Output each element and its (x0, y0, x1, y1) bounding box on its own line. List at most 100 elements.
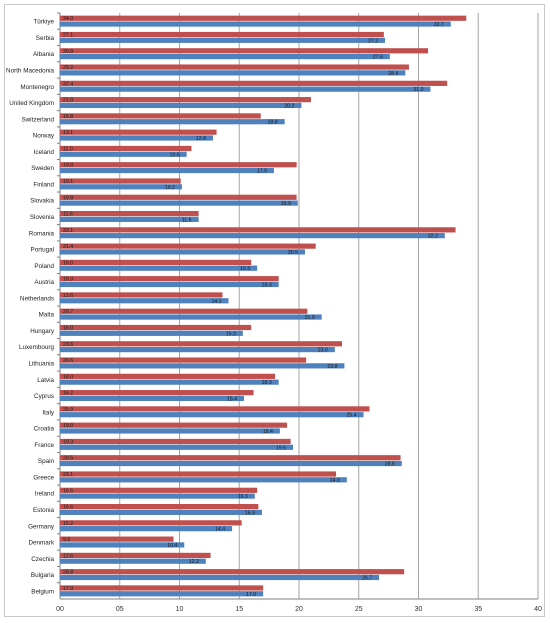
x-tick-label: 05 (116, 606, 124, 613)
data-label: 12.6 (63, 553, 73, 559)
data-label: 18.0 (63, 374, 73, 380)
data-label: 16.9 (245, 510, 255, 516)
bar-blue (60, 428, 280, 434)
data-label: 29.2 (63, 65, 73, 71)
category-label: Portugal (31, 247, 54, 254)
category-label: Romania (29, 230, 55, 237)
data-label: 26.7 (362, 575, 372, 581)
bar-red (60, 455, 401, 461)
data-label: 18.3 (262, 282, 272, 288)
category-label: Türkiye (33, 19, 54, 26)
bar-red (60, 324, 252, 331)
data-label: 13.1 (63, 130, 73, 136)
category-label: Finland (33, 181, 54, 188)
bar-blue (60, 37, 386, 43)
data-label: 13.6 (63, 293, 73, 299)
category-label: Malta (39, 312, 55, 319)
category-label: Italy (42, 409, 54, 416)
category-label: Switzerland (21, 116, 54, 123)
category-label: Hungary (30, 328, 55, 335)
bar-blue (60, 281, 279, 288)
bar-blue (60, 298, 229, 304)
data-label: 14.4 (215, 527, 225, 533)
data-label: 28.9 (388, 71, 398, 77)
bar-blue (60, 167, 274, 174)
data-label: 11.0 (63, 146, 73, 152)
data-label: 16.5 (63, 488, 73, 494)
bar-red (60, 145, 192, 152)
bar-blue (60, 477, 347, 483)
category-label: Albania (33, 51, 55, 58)
category-label: Germany (28, 523, 55, 530)
x-tick-label: 15 (235, 606, 243, 613)
bar-red (60, 64, 409, 70)
bar-blue (60, 542, 185, 548)
bar-red (60, 487, 258, 493)
data-label: 17.0 (63, 586, 73, 592)
data-label: 24.0 (330, 478, 340, 484)
bar-red (60, 406, 370, 412)
bar-blue (60, 135, 213, 141)
bar-red (60, 341, 343, 347)
category-label: Slovenia (30, 214, 55, 221)
x-tick-label: 10 (176, 606, 184, 613)
bar-blue (60, 21, 451, 27)
bar-red (60, 129, 217, 135)
bar-blue (60, 509, 262, 515)
bar-blue (60, 346, 335, 353)
bar-blue (60, 395, 245, 402)
bar-red (60, 194, 297, 200)
data-label: 34.0 (63, 16, 73, 22)
category-label: Austria (34, 279, 54, 286)
data-label: 16.0 (63, 260, 73, 266)
bar-red (60, 227, 456, 233)
category-label: Cyprus (34, 393, 54, 400)
x-tick-label: 20 (295, 606, 303, 613)
data-label: 11.6 (63, 212, 73, 218)
data-label: 32.7 (434, 22, 444, 28)
category-label: Netherlands (20, 295, 54, 302)
data-label: 20.2 (284, 103, 294, 109)
data-label: 33.1 (63, 228, 73, 234)
bar-red (60, 162, 297, 168)
bar-blue (60, 526, 233, 532)
data-label: 16.3 (238, 494, 248, 500)
data-label: 19.8 (63, 163, 73, 169)
data-label: 18.8 (268, 120, 278, 126)
bar-blue (60, 216, 199, 222)
x-tick-label: 30 (415, 606, 423, 613)
bar-red (60, 276, 279, 282)
bar-red (60, 520, 242, 526)
category-label: Croatia (34, 426, 55, 433)
data-label: 15.2 (63, 521, 73, 527)
data-label: 15.3 (226, 331, 236, 337)
data-label: 31.0 (413, 87, 423, 93)
bar-blue (60, 330, 243, 336)
bar-chart: 00 05 10 15 20 25 30 35 40 Türkiye 34.0 32.7 Serbia 2… (6, 12, 542, 613)
category-label: Serbia (36, 35, 55, 42)
data-label: 21.9 (305, 315, 315, 321)
category-label: Ireland (35, 491, 55, 498)
x-tick-label: 25 (355, 606, 363, 613)
bar-red (60, 569, 405, 575)
data-label: 19.8 (63, 195, 73, 201)
bar-red (60, 503, 259, 510)
bar-blue (60, 493, 255, 499)
data-label: 23.0 (318, 348, 328, 354)
bar-red (60, 308, 308, 314)
chart-frame: 00 05 10 15 20 25 30 35 40 Türkiye 34.0 32.7 Serbia 2… (4, 4, 545, 617)
data-label: 21.4 (63, 244, 73, 250)
bar-blue (60, 412, 364, 418)
bar-blue (60, 574, 380, 581)
category-label: Lithuania (28, 360, 54, 367)
data-label: 18.3 (63, 277, 73, 283)
data-label: 30.8 (63, 49, 73, 55)
data-label: 16.2 (63, 391, 73, 397)
bar-blue (60, 591, 264, 597)
bar-blue (60, 379, 279, 385)
bar-red (60, 243, 316, 249)
bar-red (60, 210, 199, 217)
bar-red (60, 113, 261, 119)
bar-red (60, 536, 174, 542)
bar-red (60, 390, 254, 396)
